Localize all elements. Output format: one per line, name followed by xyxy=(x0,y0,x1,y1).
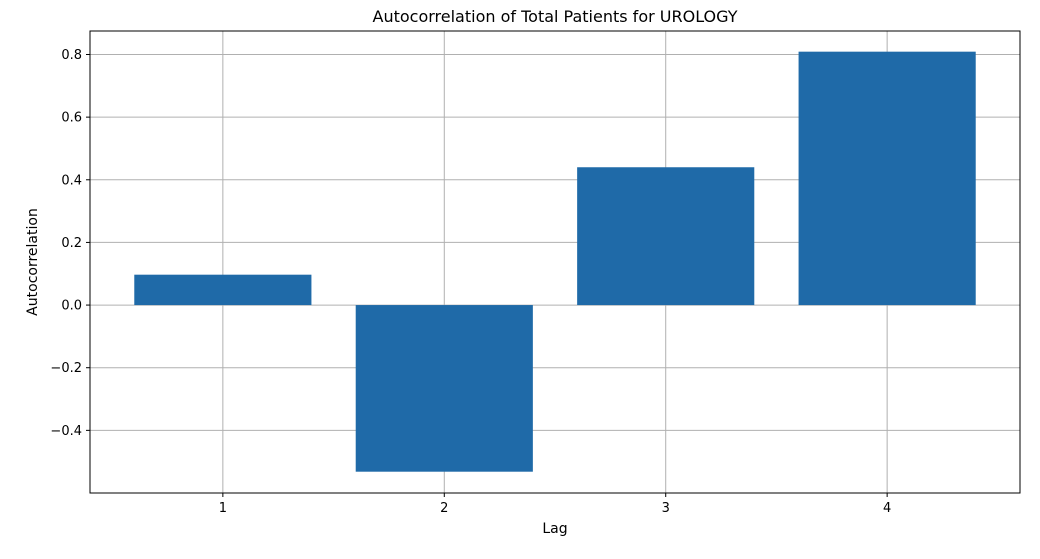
y-tick-label: 0.2 xyxy=(61,236,82,251)
y-tick-label: −0.4 xyxy=(50,424,82,439)
chart-title: Autocorrelation of Total Patients for UR… xyxy=(373,7,738,26)
x-tick-label: 2 xyxy=(440,501,448,516)
bar-lag-3 xyxy=(577,167,755,306)
plot-frame xyxy=(89,30,1021,494)
y-tick-label: 0.8 xyxy=(61,48,82,63)
x-axis-label: Lag xyxy=(542,521,567,537)
bar-lag-2 xyxy=(355,305,533,472)
y-tick-label: 0.6 xyxy=(61,111,82,126)
bars xyxy=(134,51,976,472)
bar-lag-1 xyxy=(134,274,312,306)
bar-lag-4 xyxy=(798,51,976,306)
y-tick-label: −0.2 xyxy=(50,361,82,376)
x-tick-label: 3 xyxy=(662,501,670,516)
y-tick-label: 0.4 xyxy=(61,173,82,188)
x-tick-label: 1 xyxy=(219,501,227,516)
ticks: −0.4 −0.2 0.0 0.2 0.4 0.6 0.8 1 2 3 4 xyxy=(50,48,891,516)
y-axis-label: Autocorrelation xyxy=(25,208,41,316)
y-tick-label: 0.0 xyxy=(61,299,82,314)
x-tick-label: 4 xyxy=(883,501,891,516)
